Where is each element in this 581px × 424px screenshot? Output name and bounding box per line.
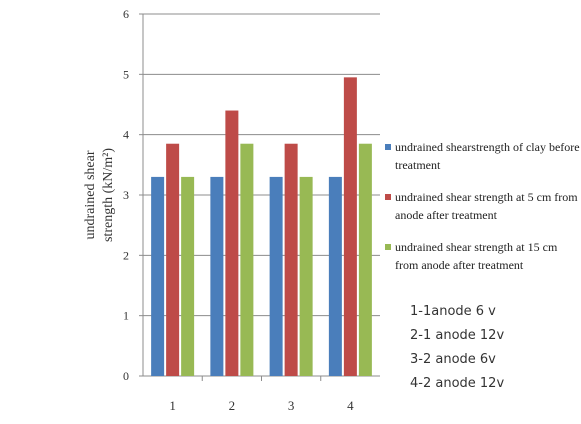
y-tick-label: 5	[123, 67, 129, 81]
bar	[284, 143, 298, 376]
bar	[269, 176, 283, 376]
bar	[358, 143, 372, 376]
note-item: 4-2 anode 12v	[410, 376, 505, 391]
y-tick-label: 6	[123, 7, 129, 21]
y-axis-label-line2: strength (kN/m²)	[101, 148, 116, 242]
x-tick-label: 2	[229, 398, 236, 413]
x-tick-label: 1	[169, 398, 176, 413]
note-item: 3-2 anode 6v	[410, 352, 496, 367]
y-tick-label: 4	[123, 128, 129, 142]
bar	[240, 143, 254, 376]
y-tick-label: 1	[123, 309, 129, 323]
bar	[299, 176, 313, 376]
legend-item: undrained shearstrength of clay before t…	[385, 138, 581, 174]
legend: undrained shearstrength of clay before t…	[385, 138, 581, 288]
bar	[328, 176, 342, 376]
legend-swatch	[385, 244, 391, 250]
legend-label: undrained shearstrength of clay before t…	[395, 140, 580, 172]
legend-swatch	[385, 144, 391, 150]
note-item: 2-1 anode 12v	[410, 328, 505, 343]
bar	[210, 176, 224, 376]
x-tick-label: 3	[288, 398, 295, 413]
bar	[151, 176, 165, 376]
legend-item: undrained shear strength at 5 cm from an…	[385, 188, 581, 224]
bar	[225, 110, 239, 377]
y-tick-label: 3	[123, 188, 129, 202]
bar	[181, 176, 195, 376]
y-tick-label: 0	[123, 369, 129, 383]
legend-swatch	[385, 194, 391, 200]
legend-item: undrained shear strength at 15 cm from a…	[385, 238, 581, 274]
y-axis-label-line1: undrained shear	[83, 150, 98, 239]
x-axis-ticks: 1 2 3 4	[169, 376, 354, 413]
bars	[151, 77, 372, 377]
y-axis-ticks: 0 1 2 3 4 5 6	[123, 7, 143, 383]
bar	[166, 143, 180, 376]
x-tick-label: 4	[347, 398, 354, 413]
legend-label: undrained shear strength at 5 cm from an…	[395, 190, 578, 222]
legend-label: undrained shear strength at 15 cm from a…	[395, 240, 558, 272]
note-item: 1-1anode 6 v	[410, 304, 496, 319]
bar	[343, 77, 357, 376]
y-tick-label: 2	[123, 248, 129, 262]
annotation-notes: 1-1anode 6 v 2-1 anode 12v 3-2 anode 6v …	[410, 300, 504, 396]
